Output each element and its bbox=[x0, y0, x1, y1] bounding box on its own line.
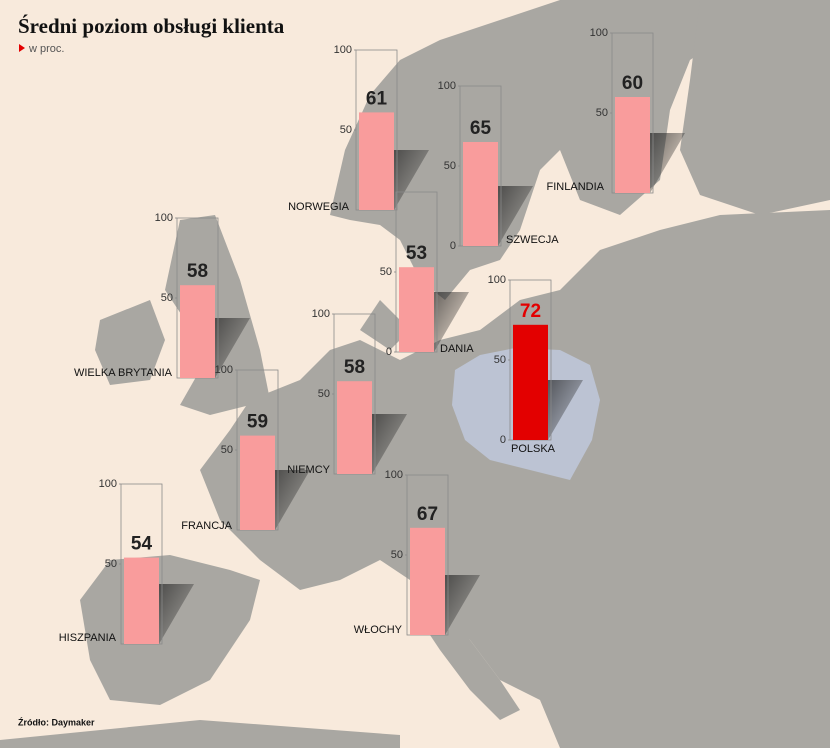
country-label: FRANCJA bbox=[181, 520, 232, 532]
shadow bbox=[650, 133, 685, 193]
value-label: 58 bbox=[187, 261, 208, 282]
y-tick-label: 50 bbox=[444, 160, 456, 172]
country-label: POLSKA bbox=[511, 443, 556, 455]
y-tick-label: 100 bbox=[99, 478, 117, 490]
y-tick-label: 50 bbox=[391, 549, 403, 561]
value-label: 59 bbox=[247, 412, 268, 433]
shadow bbox=[394, 150, 429, 210]
shadow bbox=[159, 584, 194, 644]
y-tick-label: 0 bbox=[386, 346, 392, 358]
y-tick-label: 50 bbox=[380, 266, 392, 278]
bar bbox=[359, 112, 394, 210]
country-label: WIELKA BRYTANIA bbox=[74, 367, 173, 379]
value-label: 61 bbox=[366, 88, 388, 109]
y-tick-label: 100 bbox=[488, 274, 506, 286]
country-label: NORWEGIA bbox=[288, 201, 350, 213]
y-tick-label: 100 bbox=[438, 80, 456, 92]
y-tick-label: 100 bbox=[215, 364, 233, 376]
subtitle: w proc. bbox=[28, 43, 64, 55]
bar bbox=[124, 557, 159, 644]
value-label: 67 bbox=[417, 504, 438, 525]
shadow bbox=[548, 380, 583, 440]
y-tick-label: 0 bbox=[450, 240, 456, 252]
value-label: 65 bbox=[470, 118, 492, 139]
y-tick-label: 100 bbox=[590, 27, 608, 39]
value-label: 72 bbox=[520, 301, 541, 322]
country-label: WŁOCHY bbox=[354, 624, 403, 636]
shadow bbox=[498, 186, 533, 246]
y-tick-label: 50 bbox=[318, 388, 330, 400]
shadow bbox=[434, 292, 469, 352]
value-label: 53 bbox=[406, 243, 427, 264]
y-tick-label: 100 bbox=[334, 44, 352, 56]
title: Średni poziom obsługi klienta bbox=[18, 14, 285, 38]
bar bbox=[410, 527, 445, 635]
y-tick-label: 50 bbox=[494, 354, 506, 366]
bar bbox=[399, 267, 434, 352]
value-label: 60 bbox=[622, 73, 643, 94]
bar bbox=[240, 435, 275, 530]
country-label: FINLANDIA bbox=[547, 181, 605, 193]
y-tick-label: 100 bbox=[385, 469, 403, 481]
y-tick-label: 100 bbox=[312, 308, 330, 320]
country-label: HISZPANIA bbox=[59, 632, 117, 644]
value-label: 58 bbox=[344, 357, 365, 378]
bar bbox=[463, 142, 498, 246]
country-label: SZWECJA bbox=[506, 234, 559, 246]
bar bbox=[615, 97, 650, 193]
bar bbox=[337, 381, 372, 474]
shadow bbox=[215, 318, 250, 378]
y-tick-label: 50 bbox=[161, 292, 173, 304]
shadow bbox=[445, 575, 480, 635]
source: Źródło: Daymaker bbox=[18, 717, 95, 727]
value-label: 54 bbox=[131, 534, 153, 555]
y-tick-label: 50 bbox=[221, 444, 233, 456]
country-label: DANIA bbox=[440, 343, 474, 355]
bar bbox=[513, 324, 548, 440]
shadow bbox=[275, 470, 310, 530]
y-tick-label: 50 bbox=[596, 107, 608, 119]
y-tick-label: 100 bbox=[155, 212, 173, 224]
y-tick-label: 50 bbox=[340, 124, 352, 136]
y-tick-label: 0 bbox=[500, 434, 506, 446]
bar bbox=[180, 285, 215, 378]
subtitle-marker bbox=[19, 44, 25, 52]
y-tick-label: 50 bbox=[105, 558, 117, 570]
shadow bbox=[372, 414, 407, 474]
